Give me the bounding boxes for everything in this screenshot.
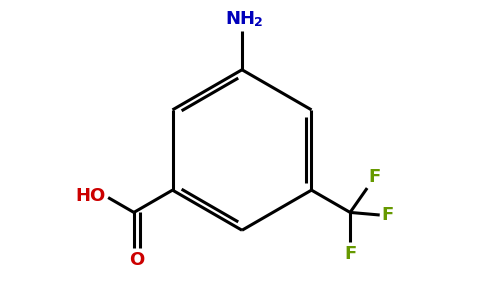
Text: 2: 2 [255, 16, 263, 29]
Text: F: F [344, 244, 356, 262]
Text: O: O [130, 251, 145, 269]
Text: F: F [381, 206, 393, 224]
Text: NH: NH [226, 10, 256, 28]
Text: F: F [369, 168, 381, 186]
Text: HO: HO [76, 187, 106, 205]
